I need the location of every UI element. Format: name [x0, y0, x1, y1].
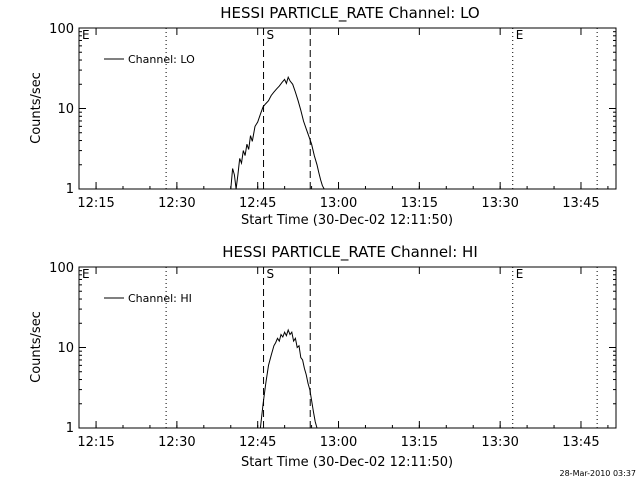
x-tick-label: 12:30 — [158, 196, 195, 211]
x-axis-label: Start Time (30-Dec-02 12:11:50) — [241, 213, 453, 228]
x-tick-label: 12:30 — [158, 435, 195, 450]
legend-label: Channel: HI — [128, 292, 192, 305]
panel-lo: HESSI PARTICLE_RATE Channel: LO E S E 12:1… — [29, 4, 617, 228]
y-tick-label: 1 — [66, 421, 74, 436]
chart-title: HESSI PARTICLE_RATE Channel: LO — [220, 4, 479, 23]
x-tick-label: 13:45 — [562, 435, 599, 450]
x-tick-label: 13:15 — [401, 196, 438, 211]
time-marker-label: S — [267, 28, 275, 42]
x-tick-label: 12:15 — [77, 435, 114, 450]
y-tick-label: 100 — [49, 22, 74, 37]
series-line-hi — [259, 328, 318, 429]
footer-timestamp: 28-Mar-2010 03:37 — [560, 469, 637, 478]
x-axis-label: Start Time (30-Dec-02 12:11:50) — [241, 455, 453, 470]
x-tick-label: 13:15 — [401, 435, 438, 450]
panel-hi: HESSI PARTICLE_RATE Channel: HI E S E 12:1… — [29, 243, 617, 470]
x-tick-label: 12:15 — [77, 196, 114, 211]
time-marker-label: E — [516, 267, 524, 281]
x-tick-label: 13:00 — [320, 196, 357, 211]
x-tick-labels: 12:15 12:30 12:45 13:00 13:15 13:30 13:45 — [77, 196, 599, 211]
y-ticks — [79, 27, 616, 190]
x-tick-label: 13:00 — [320, 435, 357, 450]
time-marker-label: E — [82, 267, 90, 281]
x-tick-label: 12:45 — [239, 196, 276, 211]
x-tick-label: 12:45 — [239, 435, 276, 450]
y-tick-label: 1 — [66, 182, 74, 197]
series-line-lo — [230, 75, 325, 190]
y-axis-label: Counts/sec — [29, 72, 44, 144]
x-tick-label: 13:45 — [562, 196, 599, 211]
x-tick-labels: 12:15 12:30 12:45 13:00 13:15 13:30 13:45 — [77, 435, 599, 450]
y-axis-label: Counts/sec — [29, 311, 44, 383]
chart-title: HESSI PARTICLE_RATE Channel: HI — [222, 243, 478, 262]
legend-label: Channel: LO — [128, 53, 195, 66]
y-tick-label: 100 — [49, 261, 74, 276]
x-tick-label: 13:30 — [481, 196, 518, 211]
time-marker-label: S — [267, 267, 275, 281]
y-tick-label: 10 — [57, 102, 74, 117]
time-marker-label: E — [516, 28, 524, 42]
y-tick-label: 10 — [57, 341, 74, 356]
time-marker-label: E — [82, 28, 90, 42]
x-tick-label: 13:30 — [481, 435, 518, 450]
